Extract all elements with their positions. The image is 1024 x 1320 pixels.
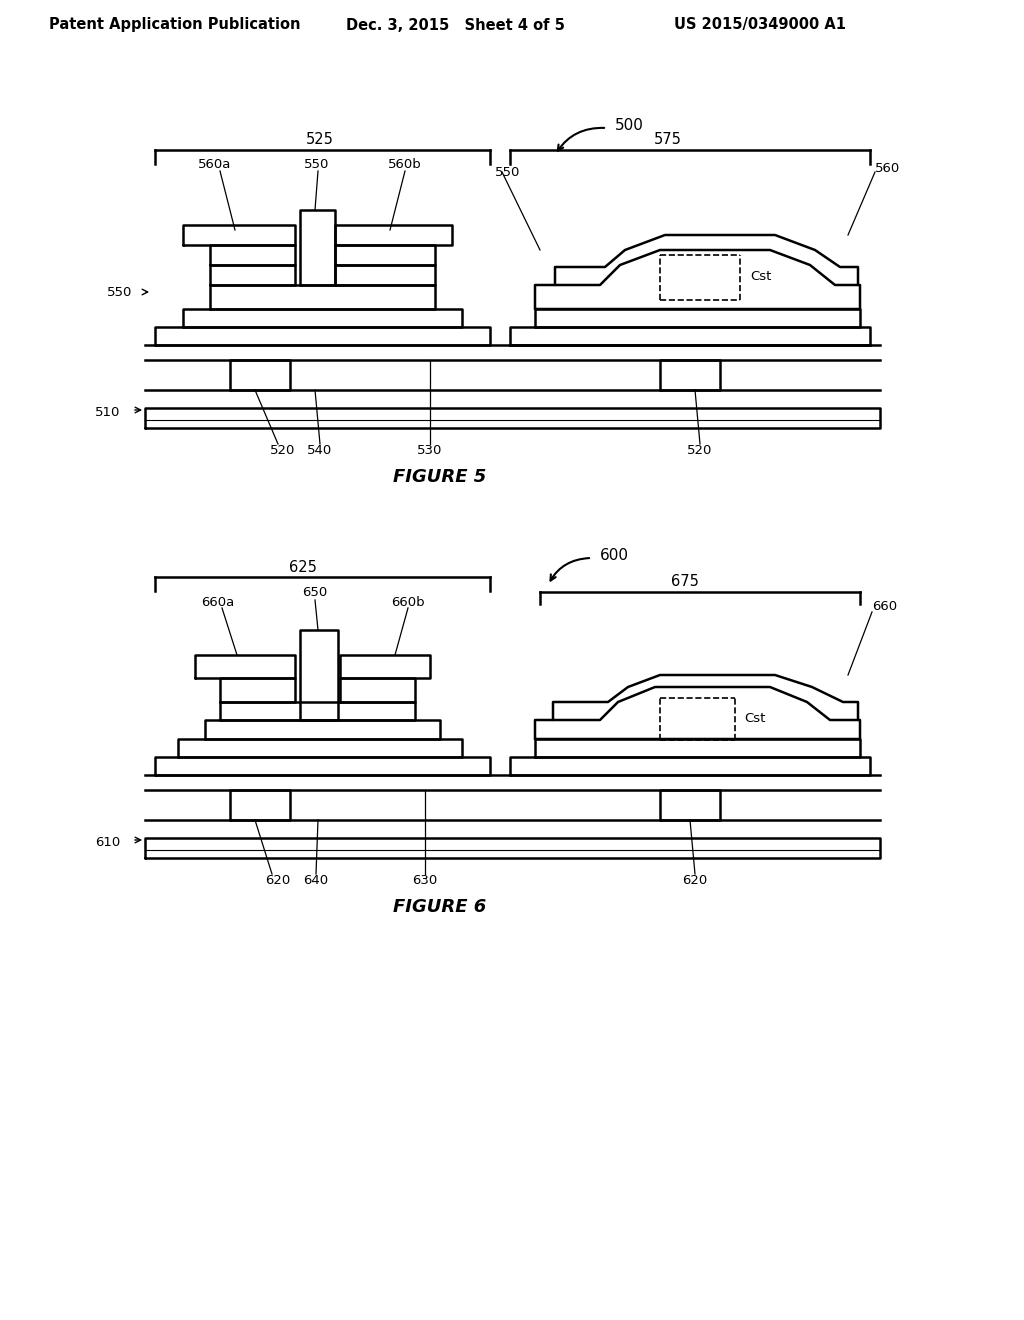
Text: FIGURE 6: FIGURE 6: [393, 898, 486, 916]
Text: 600: 600: [600, 548, 629, 562]
Text: 525: 525: [306, 132, 334, 148]
Text: 625: 625: [289, 560, 317, 574]
Text: 550: 550: [304, 158, 330, 172]
Text: 520: 520: [270, 444, 296, 457]
Text: 510: 510: [94, 407, 120, 420]
Text: 560a: 560a: [199, 158, 231, 172]
Text: 620: 620: [682, 874, 708, 887]
Text: 660a: 660a: [202, 595, 234, 609]
Text: 550: 550: [495, 165, 520, 178]
Text: 540: 540: [307, 444, 333, 457]
Text: 560b: 560b: [388, 158, 422, 172]
Text: US 2015/0349000 A1: US 2015/0349000 A1: [674, 17, 846, 33]
Text: 620: 620: [265, 874, 291, 887]
Text: 675: 675: [671, 574, 699, 590]
Text: FIGURE 5: FIGURE 5: [393, 469, 486, 486]
Text: 660: 660: [872, 601, 897, 614]
Text: Dec. 3, 2015   Sheet 4 of 5: Dec. 3, 2015 Sheet 4 of 5: [345, 17, 564, 33]
Text: 640: 640: [303, 874, 329, 887]
Text: 610: 610: [95, 837, 120, 850]
Text: 550: 550: [106, 285, 132, 298]
Text: Patent Application Publication: Patent Application Publication: [49, 17, 301, 33]
Text: 520: 520: [687, 444, 713, 457]
Text: 530: 530: [418, 444, 442, 457]
Text: 650: 650: [302, 586, 328, 599]
Text: 560: 560: [874, 161, 900, 174]
Text: 630: 630: [413, 874, 437, 887]
Text: 660b: 660b: [391, 595, 425, 609]
Text: 500: 500: [615, 117, 644, 132]
Text: Cst: Cst: [750, 271, 771, 284]
Text: Cst: Cst: [744, 713, 765, 726]
Text: 575: 575: [654, 132, 682, 148]
